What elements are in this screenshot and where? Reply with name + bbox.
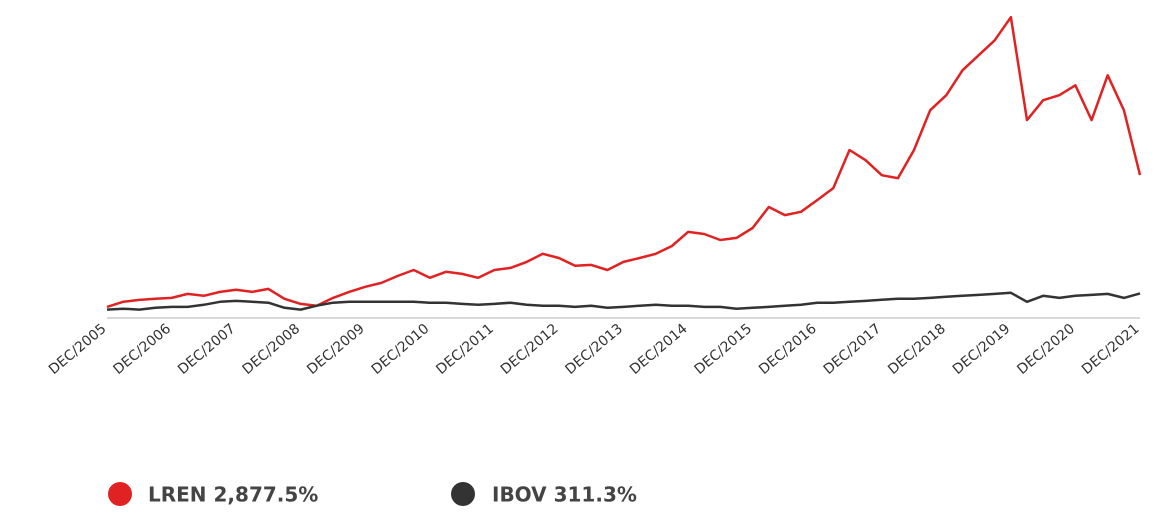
x-tick-label: DEC/2013 (562, 321, 626, 378)
x-tick-label: DEC/2016 (756, 321, 820, 378)
x-tick-label: DEC/2009 (304, 321, 368, 378)
x-tick-label: DEC/2006 (110, 321, 174, 378)
legend-marker (108, 482, 132, 506)
x-tick-label: DEC/2019 (950, 321, 1014, 378)
x-tick-label: DEC/2018 (885, 321, 949, 378)
x-tick-label: DEC/2007 (175, 321, 239, 378)
series-line (106, 291, 1141, 311)
x-tick-label: DEC/2015 (691, 321, 755, 378)
x-tick-label: DEC/2011 (433, 321, 497, 378)
legend-label: IBOV 311.3% (492, 483, 637, 507)
x-tick-label: DEC/2010 (369, 321, 433, 378)
x-tick-label: DEC/2017 (821, 321, 885, 378)
x-tick-label: DEC/2005 (46, 321, 110, 378)
legend-label: LREN 2,877.5% (148, 483, 318, 507)
x-tick-label: DEC/2008 (240, 321, 304, 378)
x-tick-label: DEC/2014 (627, 321, 691, 378)
series-line (106, 15, 1142, 309)
x-tick-label: DEC/2020 (1014, 321, 1078, 378)
x-tick-label: DEC/2021 (1079, 321, 1143, 378)
legend-marker (451, 482, 475, 506)
x-tick-label: DEC/2012 (498, 321, 562, 378)
